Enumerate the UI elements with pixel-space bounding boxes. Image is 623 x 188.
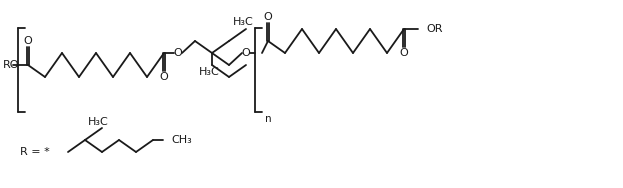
Text: CH₃: CH₃ [171, 135, 192, 145]
Text: O: O [399, 48, 408, 58]
Text: n: n [265, 114, 272, 124]
Text: O: O [242, 48, 250, 58]
Text: H₃C: H₃C [199, 67, 220, 77]
Text: O: O [159, 72, 168, 82]
Text: R = *: R = * [20, 147, 50, 157]
Text: O: O [264, 12, 272, 22]
Text: H₃C: H₃C [233, 17, 254, 27]
Text: O: O [174, 48, 183, 58]
Text: RO: RO [3, 60, 19, 70]
Text: O: O [24, 36, 32, 46]
Text: H₃C: H₃C [88, 117, 109, 127]
Text: OR: OR [426, 24, 442, 34]
